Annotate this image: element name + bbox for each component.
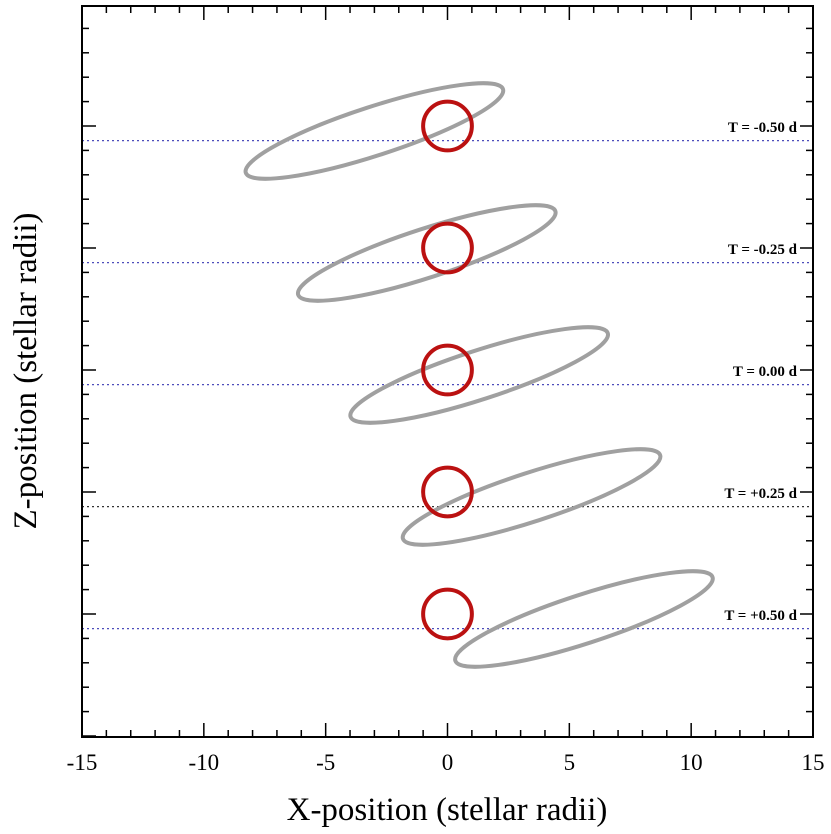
star-circle [421, 465, 474, 519]
star-circle [421, 99, 474, 153]
orbit-ellipse [400, 447, 663, 547]
orbit-ellipse [295, 203, 558, 303]
x-tick-label: -15 [67, 750, 98, 775]
x-tick-label: -5 [316, 750, 335, 775]
plot-layer [82, 81, 813, 669]
y-axis-title: Z-position (stellar radii) [8, 212, 44, 529]
x-tick-label: 15 [802, 750, 825, 775]
x-tick-label: 0 [442, 750, 454, 775]
x-tick-label: 10 [680, 750, 703, 775]
plot-frame [81, 5, 814, 738]
epoch-label: T = +0.50 d [724, 608, 797, 624]
epoch-label: T = 0.00 d [733, 364, 798, 380]
x-axis-title: X-position (stellar radii) [287, 792, 608, 828]
plot-inner [82, 81, 813, 669]
epoch-label: T = -0.50 d [728, 120, 798, 136]
ticks-layer [81, 6, 814, 737]
star-circle [421, 221, 474, 275]
orbit-ellipse [348, 325, 611, 425]
star-circle [421, 343, 474, 397]
orbit-ellipse [453, 569, 715, 669]
x-tick-label: 5 [564, 750, 576, 775]
orbit-ellipse [243, 81, 506, 181]
epoch-label: T = -0.25 d [728, 242, 798, 258]
epoch-label: T = +0.25 d [724, 486, 797, 502]
labels-layer: T = -0.50 d T = -0.25 d T = 0.00 d T = +0.2… [67, 120, 825, 775]
star-circle [421, 587, 474, 641]
x-tick-label: -10 [188, 750, 219, 775]
